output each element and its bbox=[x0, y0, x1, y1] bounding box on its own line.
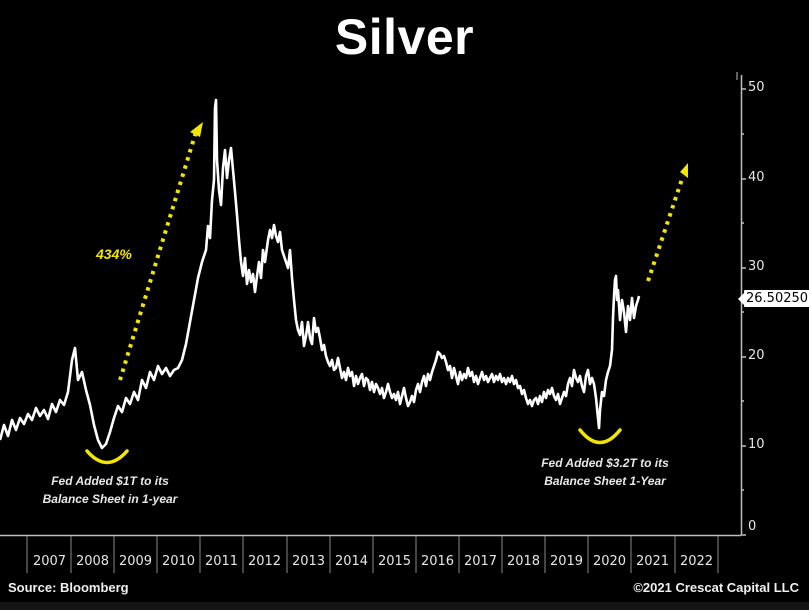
y-tick-50: 50 bbox=[748, 80, 765, 95]
y-tick-0: 0 bbox=[748, 519, 757, 534]
source-label: Source: Bloomberg bbox=[8, 580, 129, 595]
x-tick-2010: 2010 bbox=[161, 554, 196, 569]
last-price-tag: 26.50250 bbox=[737, 290, 809, 307]
y-tick-30: 30 bbox=[748, 259, 765, 274]
chart-title: Silver bbox=[334, 9, 475, 65]
arrow-head-2021-icon bbox=[680, 163, 688, 178]
smile-arc-2020-icon bbox=[578, 428, 622, 445]
x-tick-2018: 2018 bbox=[506, 554, 541, 569]
fed-2020-line2: Balance Sheet 1-Year bbox=[544, 474, 666, 488]
y-tick-20: 20 bbox=[748, 348, 765, 363]
arrow-head-2008-icon bbox=[190, 122, 203, 137]
growth-arrow-2021 bbox=[646, 175, 685, 282]
x-tick-2022: 2022 bbox=[679, 554, 714, 569]
x-tick-2020: 2020 bbox=[592, 554, 627, 569]
x-tick-2009: 2009 bbox=[118, 554, 153, 569]
x-tick-2008: 2008 bbox=[75, 554, 110, 569]
fed-2008-annotation: Fed Added $1T to its Balance Sheet in 1-… bbox=[30, 472, 190, 508]
x-tick-2013: 2013 bbox=[291, 554, 326, 569]
fed-2008-line2: Balance Sheet in 1-year bbox=[42, 492, 178, 506]
x-tick-2015: 2015 bbox=[377, 554, 412, 569]
x-tick-2017: 2017 bbox=[463, 554, 498, 569]
fed-2020-annotation: Fed Added $3.2T to its Balance Sheet 1-Y… bbox=[530, 454, 680, 490]
fed-2008-line1: Fed Added $1T to its bbox=[51, 474, 169, 488]
x-tick-2019: 2019 bbox=[549, 554, 584, 569]
growth-percentage-label: 434% bbox=[96, 246, 132, 262]
x-tick-2021: 2021 bbox=[635, 554, 670, 569]
copyright-label: ©2021 Crescat Capital LLC bbox=[633, 580, 799, 595]
fed-2020-line1: Fed Added $3.2T to its bbox=[541, 456, 669, 470]
x-tick-2012: 2012 bbox=[247, 554, 282, 569]
y-tick-10: 10 bbox=[748, 437, 765, 452]
y-tick-40: 40 bbox=[748, 170, 765, 185]
smile-arc-2008-icon bbox=[85, 449, 129, 465]
silver-price-line bbox=[0, 98, 641, 450]
x-tick-2016: 2016 bbox=[420, 554, 455, 569]
footer-bar bbox=[0, 602, 809, 610]
x-axis-year-separators bbox=[26, 536, 719, 573]
growth-arrow-2008 bbox=[118, 131, 198, 381]
x-tick-2007: 2007 bbox=[32, 554, 67, 569]
y-axis-ticks bbox=[741, 88, 746, 536]
x-tick-2014: 2014 bbox=[334, 554, 369, 569]
x-tick-2011: 2011 bbox=[204, 554, 239, 569]
